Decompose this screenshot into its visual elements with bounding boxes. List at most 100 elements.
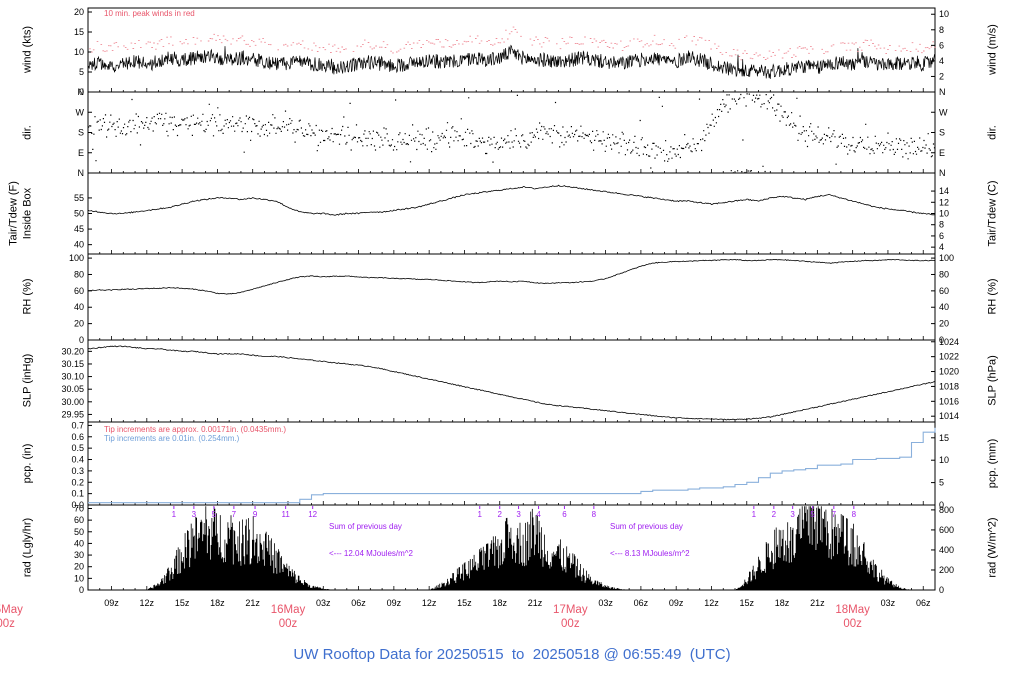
x-tick-label: 12z	[422, 598, 437, 608]
tick-label-right: 0	[939, 585, 944, 595]
tick-label-right: E	[939, 148, 945, 158]
axis-label-tair-left: Tair/Tdew (F)	[7, 181, 20, 246]
radiation-hour-mark: 8	[592, 510, 597, 519]
tick-label-left: 0.1	[71, 489, 84, 499]
tick-label-left: 30.05	[61, 384, 84, 394]
tick-label-left: 30	[74, 550, 84, 560]
tick-label-left: 5	[79, 67, 84, 77]
tick-label-right: 1014	[939, 411, 959, 421]
tick-label-right: 15	[939, 433, 949, 443]
radiation-hour-mark: 4	[536, 510, 541, 519]
chart-title: UW Rooftop Data for 20250515 to 20250518…	[293, 646, 731, 663]
tick-label-left: 0.3	[71, 466, 84, 476]
radiation-sum-day2: Sum of previous day <--- 8.13 MJoules/m^…	[610, 504, 690, 576]
radiation-hour-mark: 5	[810, 510, 815, 519]
radiation-hour-mark: 8	[852, 510, 857, 519]
radiation-hour-mark: 1	[478, 510, 483, 519]
radiation-sum-day2-line1: Sum of previous day	[610, 522, 683, 531]
tick-label-left: 50	[74, 527, 84, 537]
radiation-hour-mark: 12	[308, 510, 317, 519]
x-tick-label: 21z	[528, 598, 543, 608]
tick-label-right: 10	[939, 209, 949, 219]
radiation-hour-mark: 11	[281, 510, 290, 519]
date-label-hour: 00z	[279, 618, 298, 630]
tick-label-left: 10	[74, 573, 84, 583]
tick-label-right: 14	[939, 186, 949, 196]
tick-label-right: 4	[939, 56, 944, 66]
date-label: 18May	[835, 604, 870, 616]
x-tick-label: 18z	[210, 598, 225, 608]
tick-label-left: N	[78, 168, 85, 178]
axis-label-rad-right: rad (W/m^2)	[986, 517, 999, 578]
x-tick-label: 15z	[175, 598, 190, 608]
tick-label-left: 10	[74, 47, 84, 57]
x-tick-label: 18z	[775, 598, 790, 608]
tick-label-right: 0	[939, 500, 944, 510]
tick-label-left: 40	[74, 240, 84, 250]
tick-label-right: 200	[939, 565, 954, 575]
tick-label-right: 8	[939, 220, 944, 230]
tick-label-left: 0	[79, 87, 84, 97]
radiation-hour-mark: 1	[172, 510, 177, 519]
axis-label-rad-left: rad (Lgly/hr)	[21, 517, 34, 578]
tick-label-left: 15	[74, 27, 84, 37]
date-label: 17May	[553, 604, 588, 616]
tick-label-right: 6	[939, 40, 944, 50]
radiation-sum-day1-line1: Sum of previous day	[329, 522, 402, 531]
radiation-sum-day2-line2: <--- 8.13 MJoules/m^2	[610, 549, 690, 558]
tick-label-left: 20	[74, 562, 84, 572]
tick-label-right: 60	[939, 286, 949, 296]
tick-label-right: 1022	[939, 352, 959, 362]
tick-label-left: 0.0	[71, 500, 84, 510]
tick-label-left: S	[78, 128, 84, 138]
tick-label-left: 0	[79, 585, 84, 595]
series-precip	[88, 427, 936, 504]
tick-label-left: 0	[79, 335, 84, 345]
tick-label-left: N	[78, 87, 85, 97]
date-label: 16May	[271, 604, 306, 616]
x-tick-label: 06z	[916, 598, 931, 608]
tick-label-left: 70	[74, 503, 84, 513]
tick-label-right: 6	[939, 231, 944, 241]
tick-label-right: S	[939, 128, 945, 138]
x-tick-label: 12z	[140, 598, 155, 608]
tick-label-left: 100	[69, 253, 84, 263]
series-radiation	[148, 506, 909, 590]
series-tair	[87, 184, 936, 216]
x-tick-label: 03z	[881, 598, 896, 608]
x-tick-label: 09z	[104, 598, 119, 608]
tick-label-right: 10	[939, 9, 949, 19]
radiation-hour-mark: 3	[516, 510, 521, 519]
tick-label-right: 10	[939, 455, 949, 465]
tick-label-left: 50	[74, 209, 84, 219]
tick-label-left: 0.6	[71, 432, 84, 442]
tick-label-right: W	[939, 107, 948, 117]
tick-label-left: 20	[74, 319, 84, 329]
x-tick-label: 15z	[740, 598, 755, 608]
date-label-hour: 00z	[843, 618, 862, 630]
panel-slp: 30.20 30.15 30.10 30.05 30.00 29.95 1024 1022 10…	[61, 337, 959, 423]
x-tick-label: 06z	[351, 598, 366, 608]
tick-label-right: 1024	[939, 337, 959, 347]
tick-label-right: 100	[939, 253, 954, 263]
tick-label-right: 40	[939, 302, 949, 312]
radiation-sum-day1-line2: <--- 12.04 MJoules/m^2	[329, 549, 414, 558]
tick-label-right: 80	[939, 269, 949, 279]
tick-label-right: 0	[939, 335, 944, 345]
radiation-hour-mark: 7	[232, 510, 237, 519]
tick-label-left: 0.5	[71, 443, 84, 453]
x-tick-label: 21z	[245, 598, 260, 608]
x-tick-label: 09z	[669, 598, 684, 608]
tick-label-left: 80	[74, 269, 84, 279]
x-tick-label: 18z	[492, 598, 507, 608]
panel-wind: 0 5 10 15 20 2 4 6 8 10	[74, 7, 949, 97]
date-label: 15May	[0, 604, 23, 616]
x-axis-labels: 09z 12z 15z 18z 21z 03z 06z 09z 12z 15z 18z 21z 03z 0…	[0, 598, 931, 630]
tick-label-left: 20	[74, 7, 84, 17]
tick-label-right: 600	[939, 525, 954, 535]
